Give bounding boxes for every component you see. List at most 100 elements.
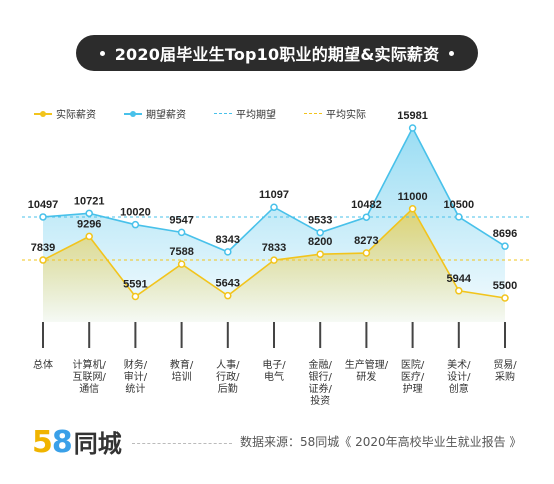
category-label-line: 人事/ <box>216 358 240 371</box>
actual-point <box>316 250 324 258</box>
legend-label-actual: 实际薪资 <box>56 110 96 121</box>
logo-digit-5: 5 <box>32 425 53 460</box>
actual-point <box>177 260 186 268</box>
category-label-line: 美术/ <box>447 358 471 371</box>
actual-value-label: 7588 <box>169 246 193 258</box>
category-label-line: 创意 <box>449 382 469 395</box>
expected-value-label: 11097 <box>259 189 289 201</box>
category-label-line: 财务/ <box>124 358 148 371</box>
legend-swatch-avg-actual <box>304 113 322 114</box>
legend-swatch-actual <box>34 110 52 117</box>
legend-item-expected: 期望薪资 <box>124 106 186 121</box>
category-label-line: 护理 <box>403 382 423 395</box>
expected-point <box>408 124 417 132</box>
expected-point <box>270 203 278 211</box>
expected-point <box>224 248 232 256</box>
category-label-line: 总体 <box>33 358 53 371</box>
category-label: 电子/电气 <box>262 358 286 383</box>
expected-point <box>316 228 324 237</box>
category-label-line: 通信 <box>79 383 99 395</box>
actual-point <box>131 292 140 301</box>
category-label-line: 教育/ <box>170 358 194 371</box>
category-label-line: 行政/ <box>216 370 240 383</box>
chart-legend: 实际薪资 期望薪资 平均期望 平均实际 <box>34 106 394 121</box>
expected-value-label: 8696 <box>493 228 517 240</box>
legend-swatch-expected <box>124 110 142 117</box>
expected-value-label: 15981 <box>397 110 428 122</box>
logo-text: 同城 <box>73 430 122 458</box>
legend-item-avg-expected: 平均期望 <box>214 106 276 121</box>
legend-label-expected: 期望薪资 <box>146 110 186 121</box>
category-label-line: 医院/ <box>401 358 425 371</box>
category-label-line: 审计/ <box>124 370 148 383</box>
actual-value-label: 9296 <box>77 218 101 230</box>
category-label-line: 研发 <box>356 370 376 383</box>
expected-value-label: 10497 <box>28 199 59 211</box>
actual-point <box>224 291 232 300</box>
legend-item-avg-actual: 平均实际 <box>304 106 366 121</box>
actual-value-label: 8200 <box>308 236 332 248</box>
actual-point <box>270 256 278 264</box>
category-label: 计算机/互联网/通信 <box>73 358 107 395</box>
expected-value-label: 10500 <box>444 199 475 211</box>
category-label: 财务/审计/统计 <box>124 358 148 395</box>
expected-point <box>501 242 509 250</box>
category-label-line: 电气 <box>264 370 284 383</box>
legend-label-avg-actual: 平均实际 <box>326 110 366 121</box>
actual-value-label: 5591 <box>123 279 147 291</box>
expected-value-label: 10020 <box>120 207 151 219</box>
category-label-line: 互联网/ <box>73 371 107 383</box>
legend-label-avg-expected: 平均期望 <box>236 110 276 121</box>
actual-point <box>85 232 93 241</box>
expected-point <box>39 213 47 221</box>
actual-value-label: 7839 <box>31 242 55 254</box>
expected-point <box>177 228 186 237</box>
expected-point <box>131 220 140 229</box>
category-label: 生产管理/研发 <box>345 358 389 383</box>
actual-value-label: 5643 <box>216 278 240 290</box>
category-label-line: 培训 <box>172 370 192 383</box>
category-label-line: 贸易/ <box>493 359 517 371</box>
category-label-line: 设计/ <box>447 370 471 383</box>
title-dot-left <box>99 50 105 56</box>
category-label-line: 银行/ <box>309 370 333 383</box>
category-label-line: 金融/ <box>309 358 333 371</box>
legend-swatch-avg-expected <box>214 113 232 114</box>
actual-point <box>408 205 417 213</box>
actual-value-label: 11000 <box>398 191 428 203</box>
actual-point <box>455 287 463 295</box>
category-label-line: 投资 <box>310 394 330 407</box>
category-label-line: 采购 <box>495 370 515 383</box>
category-label: 金融/银行/证券/投资 <box>309 358 333 407</box>
expected-point <box>455 213 463 221</box>
category-label-line: 证券/ <box>309 382 333 395</box>
title-dot-right <box>449 50 455 56</box>
footer-divider <box>132 443 232 444</box>
category-label-line: 生产管理/ <box>345 358 389 371</box>
expected-value-label: 9533 <box>308 215 332 227</box>
expected-value-label: 9547 <box>169 214 193 226</box>
actual-area <box>43 208 505 322</box>
expected-value-label: 8343 <box>216 234 240 246</box>
chart-title: 2020届毕业生Top10职业的期望&实际薪资 <box>76 35 478 71</box>
category-label-line: 医疗/ <box>401 370 425 383</box>
category-label: 医院/医疗/护理 <box>401 358 425 395</box>
expected-point <box>362 213 371 221</box>
expected-point <box>85 209 93 218</box>
category-label: 教育/培训 <box>170 358 194 383</box>
category-label-line: 统计 <box>125 382 145 395</box>
legend-item-actual: 实际薪资 <box>34 106 96 121</box>
actual-point <box>501 294 509 302</box>
chart-title-text: 2020届毕业生Top10职业的期望&实际薪资 <box>114 45 440 64</box>
actual-value-label: 7833 <box>262 242 286 254</box>
actual-point <box>39 256 47 264</box>
category-label: 总体 <box>33 358 53 371</box>
actual-value-label: 5500 <box>493 280 517 292</box>
actual-value-label: 8273 <box>354 235 378 247</box>
data-source: 数据来源：58同城《 2020年高校毕业生就业报告 》 <box>240 435 522 449</box>
category-label: 人事/行政/后勤 <box>216 358 240 395</box>
logo-digit-8: 8 <box>51 425 73 460</box>
actual-point <box>362 249 371 257</box>
category-label: 美术/设计/创意 <box>447 358 471 395</box>
